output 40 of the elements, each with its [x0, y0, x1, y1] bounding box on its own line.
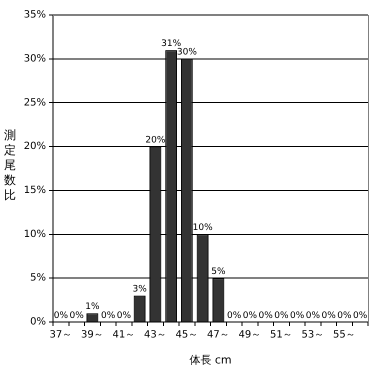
- data-label: 20%: [145, 135, 166, 146]
- x-tick-label: 37～: [50, 330, 72, 341]
- data-label: 0%: [100, 310, 116, 321]
- data-label: 0%: [69, 310, 84, 321]
- x-tick-label: 39～: [81, 330, 104, 341]
- data-label: 0%: [321, 310, 336, 321]
- y-tick-label: 35%: [24, 10, 46, 21]
- x-tick-label: 49～: [238, 330, 262, 341]
- data-label: 0%: [116, 310, 132, 321]
- data-label: 10%: [192, 223, 214, 234]
- data-label: 0%: [258, 310, 274, 321]
- y-tick-label: 5%: [30, 272, 46, 284]
- data-label: 5%: [211, 266, 226, 277]
- data-label: 0%: [306, 310, 320, 321]
- data-label: 31%: [161, 38, 182, 49]
- x-axis-title: 体長 cm: [189, 353, 232, 366]
- x-tick-label: 41～: [112, 330, 136, 341]
- data-label: 0%: [54, 310, 68, 321]
- x-tick-label: 43～: [144, 330, 167, 341]
- y-tick-label: 30%: [24, 53, 46, 64]
- data-label: 0%: [352, 310, 368, 321]
- y-tick-label: 20%: [24, 141, 46, 152]
- x-tick-label: 53～: [302, 330, 324, 341]
- y-tick-label: 10%: [24, 228, 46, 240]
- data-label: 0%: [226, 310, 242, 321]
- y-axis-title: 測定尾数比: [3, 128, 17, 203]
- data-label: 0%: [337, 310, 352, 321]
- data-label: 1%: [85, 302, 100, 312]
- x-tick-label: 55～: [333, 330, 356, 341]
- x-tick-label: 51～: [270, 330, 293, 341]
- data-label: 0%: [242, 310, 258, 321]
- y-tick-label: 15%: [24, 185, 46, 196]
- data-label: 30%: [176, 48, 198, 58]
- y-tick-label: 25%: [24, 97, 46, 108]
- data-label: 0%: [274, 310, 289, 321]
- x-tick-label: 47～: [207, 330, 230, 341]
- data-label: 3%: [132, 284, 148, 295]
- y-tick-label: 0%: [30, 316, 46, 328]
- x-tick-label: 45～: [176, 330, 198, 341]
- data-label: 0%: [290, 310, 305, 321]
